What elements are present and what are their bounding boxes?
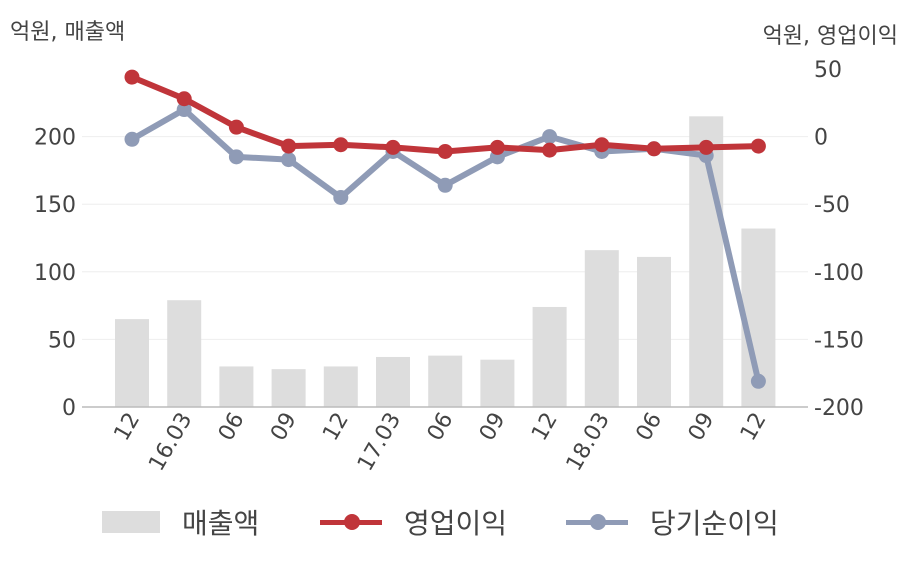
revenue-bar: [219, 366, 254, 407]
revenue-bar: [480, 359, 515, 407]
x-tick-label: 12: [318, 409, 354, 446]
operating-point: [176, 91, 192, 107]
legend: 매출액 영업이익 당기순이익: [0, 500, 908, 544]
net-point: [176, 102, 192, 118]
net-point: [228, 149, 244, 165]
x-tick-label: 09: [475, 409, 511, 446]
right-tick-label: 0: [814, 126, 828, 151]
legend-label-operating: 영업이익: [404, 507, 508, 540]
operating-point: [228, 119, 244, 135]
x-tick-label: 12: [736, 409, 772, 446]
left-axis-unit: 억원, 매출액: [10, 20, 126, 45]
left-tick-label: 150: [34, 193, 76, 218]
legend-item-operating: 영업이익: [320, 500, 507, 544]
x-tick-label: 12: [527, 409, 563, 446]
operating-point: [124, 69, 140, 85]
right-tick-label: -150: [814, 328, 864, 353]
legend-label-net: 당기순이익: [650, 507, 779, 540]
operating-point: [281, 138, 297, 154]
revenue-bar: [532, 306, 567, 407]
right-tick-label: 50: [814, 58, 842, 83]
x-tick-label: 09: [684, 409, 720, 446]
right-tick-label: -100: [814, 261, 864, 286]
x-tick-label: 18.03: [562, 409, 615, 476]
net-point: [281, 152, 297, 168]
right-tick-label: -200: [814, 396, 864, 421]
net-point: [437, 177, 453, 193]
operating-point: [698, 139, 714, 155]
legend-swatch-operating: [320, 511, 382, 533]
operating-point: [542, 142, 558, 158]
x-tick-label: 17.03: [353, 409, 406, 476]
left-tick-label: 0: [62, 396, 76, 421]
revenue-bar: [167, 300, 202, 407]
revenue-bar: [323, 366, 358, 407]
x-tick-label: 12: [110, 409, 146, 446]
left-tick-label: 50: [48, 328, 76, 353]
operating-line: [129, 74, 762, 155]
right-tick-label: -50: [814, 193, 850, 218]
legend-item-revenue: 매출액: [102, 500, 259, 544]
legend-label-revenue: 매출액: [182, 507, 260, 540]
revenue-bar: [115, 319, 149, 407]
operating-point: [385, 139, 401, 155]
left-tick-label: 100: [34, 261, 76, 286]
left-tick-label: 200: [34, 126, 76, 151]
net-point: [750, 373, 766, 389]
operating-point: [333, 137, 349, 153]
x-tick-label: 06: [423, 409, 459, 446]
revenue-bar: [271, 369, 306, 407]
operating-point: [437, 143, 453, 159]
legend-item-net: 당기순이익: [566, 500, 779, 544]
net-point: [542, 129, 558, 145]
revenue-bar: [428, 355, 463, 407]
net-point: [333, 189, 349, 205]
x-tick-label: 06: [214, 409, 250, 446]
x-tick-label: 16.03: [144, 409, 197, 476]
x-tick-label: 06: [632, 409, 668, 446]
grid: [82, 136, 808, 340]
profit-lines: [124, 69, 766, 389]
right-axis-unit: 억원, 영업이익: [762, 24, 898, 49]
operating-point: [594, 137, 610, 153]
legend-swatch-revenue: [102, 511, 160, 533]
operating-point: [750, 138, 766, 154]
x-tick-label: 09: [266, 409, 302, 446]
legend-swatch-net: [566, 511, 628, 533]
revenue-bar: [637, 256, 671, 407]
net-point: [124, 131, 140, 147]
revenue-bars: [115, 116, 776, 407]
operating-point: [489, 139, 505, 155]
operating-point: [646, 141, 662, 157]
revenue-bar: [376, 356, 410, 407]
revenue-bar: [584, 250, 619, 407]
